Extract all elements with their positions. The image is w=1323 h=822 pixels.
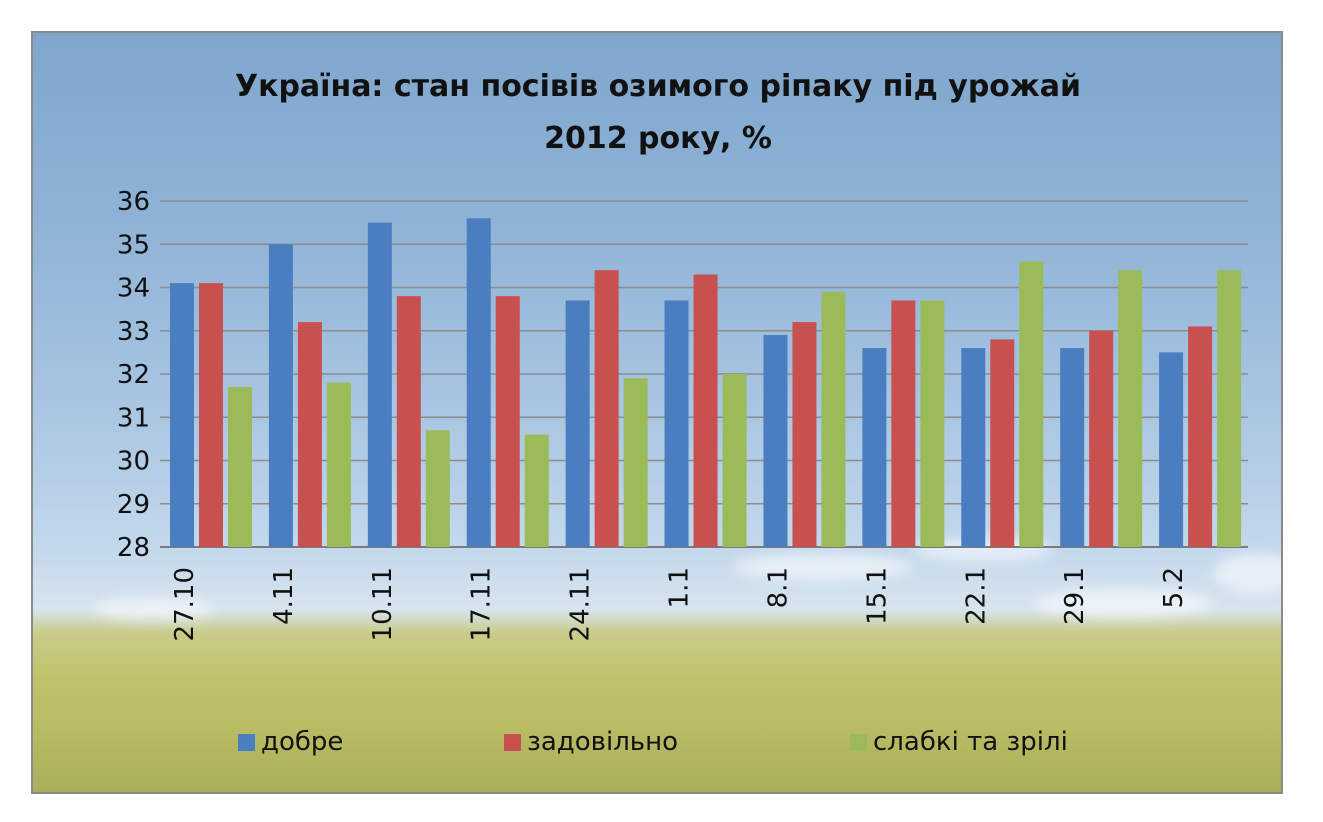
y-tick-label: 28 (117, 533, 150, 563)
legend-swatch-zadovilno (504, 733, 521, 751)
bar (199, 283, 223, 547)
legend-item-dobre: добре (238, 727, 343, 757)
bar (425, 430, 450, 547)
y-tick-label: 32 (117, 360, 150, 390)
x-tick-label: 8.1 (763, 567, 793, 608)
background-cloud (733, 553, 913, 581)
legend-swatch-dobre (238, 733, 255, 751)
y-tick-label: 30 (117, 447, 150, 477)
x-tick-label: 10.11 (368, 567, 398, 641)
bar (228, 386, 252, 547)
background-cloud (93, 598, 213, 620)
x-tick-label: 4.11 (269, 567, 299, 625)
chart-title-line-2: 2012 року, % (544, 121, 772, 156)
bar (920, 300, 945, 547)
x-tick-label: 5.2 (1159, 567, 1189, 608)
bar (961, 348, 986, 547)
bar (623, 378, 648, 547)
x-tick-label: 29.1 (1060, 567, 1090, 625)
bar (367, 222, 392, 547)
bar (990, 339, 1015, 547)
bar (268, 244, 293, 547)
bar (326, 382, 351, 547)
x-tick-label: 15.1 (862, 567, 892, 625)
bar (693, 274, 718, 547)
bar (792, 322, 817, 547)
bar (297, 322, 322, 547)
y-tick-label: 29 (117, 490, 150, 520)
legend-label-zadovilno: задовільно (527, 727, 679, 757)
legend-item-slabki: слабкі та зрілі (850, 727, 1068, 757)
background-cloud (1213, 553, 1281, 593)
bar (396, 296, 421, 547)
y-tick-label: 34 (117, 274, 150, 304)
legend-swatch-slabki (850, 733, 867, 751)
bar (1159, 352, 1184, 547)
bar (862, 348, 887, 547)
x-tick-label: 1.1 (665, 567, 695, 608)
x-tick-label: 27.10 (170, 567, 200, 641)
bar (1089, 330, 1114, 547)
bar (1118, 270, 1143, 547)
y-tick-label: 35 (117, 230, 150, 260)
chart-frame: Україна: стан посівів озимого ріпаку під… (31, 31, 1283, 794)
bar (1217, 270, 1242, 547)
x-tick-label: 17.11 (467, 567, 497, 641)
y-tick-label: 36 (117, 187, 150, 217)
bar (664, 300, 689, 547)
x-tick-label: 24.11 (566, 567, 596, 641)
bar (1188, 326, 1213, 547)
plot-area: 28 29 30 31 32 33 34 35 36 27.10 4.11 10.11 17.11 24.… (117, 187, 1248, 641)
bar (1060, 348, 1085, 547)
bar (594, 270, 619, 547)
chart-title-line-1: Україна: стан посівів озимого ріпаку під… (234, 69, 1082, 104)
legend-label-slabki: слабкі та зрілі (873, 727, 1068, 757)
bar (891, 300, 916, 547)
y-tick-label: 31 (117, 403, 150, 433)
x-tick-label: 22.1 (961, 567, 991, 625)
bar (763, 335, 788, 547)
background-cloud (1033, 588, 1213, 618)
bar (1019, 261, 1044, 547)
bar (466, 218, 491, 548)
legend-label-dobre: добре (261, 727, 344, 757)
bar (821, 291, 846, 547)
bar (722, 374, 747, 547)
bar (495, 296, 520, 547)
y-tick-label: 33 (117, 317, 150, 347)
bar (170, 283, 194, 547)
chart-title: Україна: стан посівів озимого ріпаку під… (133, 61, 1183, 165)
legend-item-zadovilno: задовільно (504, 727, 678, 757)
bar (524, 434, 549, 547)
bar (565, 300, 590, 547)
